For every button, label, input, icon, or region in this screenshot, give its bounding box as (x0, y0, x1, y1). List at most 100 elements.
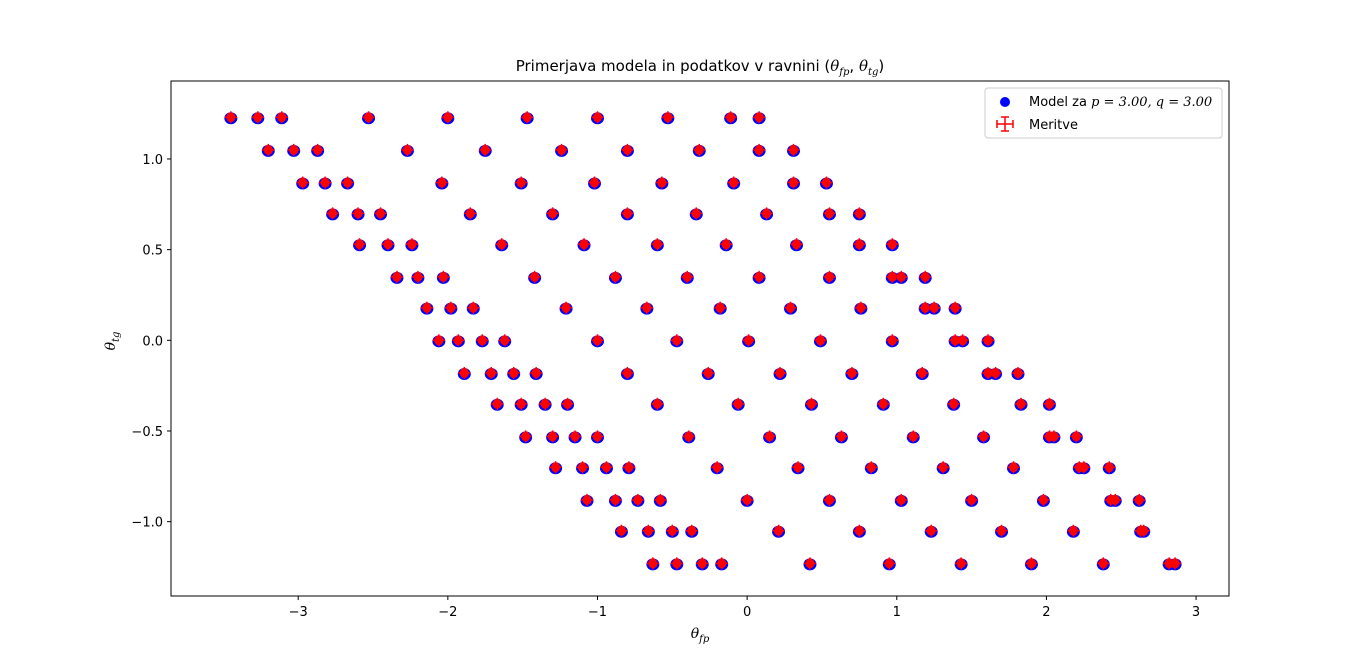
plot-area (171, 81, 1229, 596)
legend-model-marker (1000, 97, 1010, 107)
data-point (1014, 397, 1027, 410)
data-point (715, 557, 728, 570)
data-point (895, 270, 908, 283)
data-point (805, 397, 818, 410)
data-point (947, 397, 960, 410)
data-point (591, 430, 604, 443)
data-point (642, 524, 655, 537)
data-point (1037, 493, 1050, 506)
data-point (651, 397, 664, 410)
data-point (1169, 557, 1182, 570)
data-point (742, 334, 755, 347)
data-point (576, 461, 589, 474)
data-point (956, 334, 969, 347)
data-point (311, 143, 324, 156)
data-point (287, 143, 300, 156)
y-tick-label: 1.0 (142, 153, 163, 168)
x-tick-label: 1 (893, 605, 901, 620)
data-point (907, 430, 920, 443)
data-point (790, 238, 803, 251)
data-point (224, 111, 237, 124)
data-point (609, 493, 622, 506)
chart-title: Primerjava modela in podatkov v ravnini … (516, 57, 885, 78)
data-point (853, 524, 866, 537)
data-point (621, 207, 634, 220)
data-point (1103, 461, 1116, 474)
data-point (432, 334, 445, 347)
data-point (989, 366, 1002, 379)
data-point (1070, 430, 1083, 443)
data-point (1047, 430, 1060, 443)
data-point (965, 493, 978, 506)
data-series (224, 111, 1182, 570)
data-point (823, 493, 836, 506)
data-point (464, 207, 477, 220)
data-point (441, 111, 454, 124)
data-point (670, 557, 683, 570)
data-point (919, 270, 932, 283)
data-point (895, 493, 908, 506)
data-point (374, 207, 387, 220)
data-point (569, 430, 582, 443)
data-point (853, 207, 866, 220)
x-tick-label: −2 (438, 605, 457, 620)
data-layer (224, 111, 1182, 571)
data-point (546, 207, 559, 220)
data-point (823, 270, 836, 283)
data-point (925, 524, 938, 537)
data-point (702, 366, 715, 379)
data-point (622, 461, 635, 474)
data-point (1043, 397, 1056, 410)
data-point (1097, 557, 1110, 570)
data-point (591, 334, 604, 347)
data-point (784, 301, 797, 314)
data-point (661, 111, 674, 124)
data-point (485, 366, 498, 379)
data-point (681, 270, 694, 283)
data-point (714, 301, 727, 314)
data-point (467, 301, 480, 314)
data-point (498, 334, 511, 347)
data-point (476, 334, 489, 347)
legend-data-label: Meritve (1029, 118, 1078, 133)
data-point (720, 238, 733, 251)
data-point (753, 143, 766, 156)
data-point (390, 270, 403, 283)
data-point (977, 430, 990, 443)
data-point (774, 366, 787, 379)
data-point (886, 238, 899, 251)
data-point (814, 334, 827, 347)
data-point (262, 143, 275, 156)
y-axis: −1.0 −0.5 0.0 0.5 1.0 (131, 153, 171, 531)
data-point (666, 524, 679, 537)
data-point (928, 301, 941, 314)
x-tick-label: −3 (289, 605, 308, 620)
data-point (631, 493, 644, 506)
data-point (845, 366, 858, 379)
data-point (546, 430, 559, 443)
data-point (401, 143, 414, 156)
data-point (835, 430, 848, 443)
data-point (693, 143, 706, 156)
data-point (1133, 493, 1146, 506)
data-point (937, 461, 950, 474)
data-point (275, 111, 288, 124)
data-point (646, 557, 659, 570)
data-point (1067, 524, 1080, 537)
data-point (326, 207, 339, 220)
data-point (515, 176, 528, 189)
data-point (670, 334, 683, 347)
data-point (591, 111, 604, 124)
y-axis-label: θtg (103, 332, 122, 351)
data-point (437, 270, 450, 283)
x-tick-label: 3 (1192, 605, 1200, 620)
data-point (1077, 461, 1090, 474)
data-point (341, 176, 354, 189)
data-point (787, 143, 800, 156)
data-point (854, 301, 867, 314)
legend-model-label: Model za p = 3.00, q = 3.00 (1029, 95, 1212, 110)
data-point (732, 397, 745, 410)
y-tick-label: −1.0 (131, 516, 163, 531)
data-point (539, 397, 552, 410)
